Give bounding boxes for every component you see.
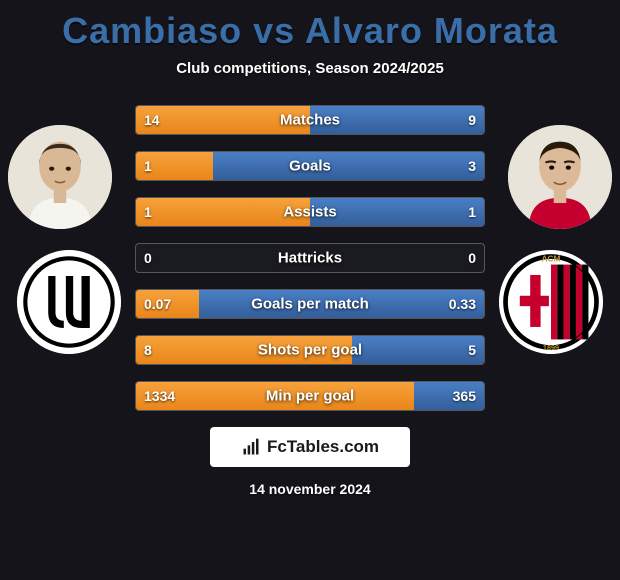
- stat-label: Matches: [136, 112, 484, 129]
- season-subtitle: Club competitions, Season 2024/2025: [0, 60, 620, 77]
- stat-label: Shots per goal: [136, 342, 484, 359]
- club-left-logo: [17, 250, 121, 354]
- stat-row: 0.070.33Goals per match: [135, 289, 485, 319]
- svg-text:ACM: ACM: [542, 253, 561, 263]
- juventus-logo-icon: [17, 250, 121, 354]
- stat-label: Assists: [136, 204, 484, 221]
- bar-chart-icon: [241, 437, 261, 457]
- stat-row: 1334365Min per goal: [135, 381, 485, 411]
- stats-container: 149Matches 13Goals 11Assists 00Hattricks 0.0…: [135, 105, 485, 411]
- snapshot-date: 14 november 2024: [0, 481, 620, 497]
- stat-row: 13Goals: [135, 151, 485, 181]
- stat-label: Hattricks: [136, 250, 484, 267]
- person-icon: [8, 125, 112, 229]
- site-name: FcTables.com: [267, 437, 379, 457]
- site-badge: FcTables.com: [210, 427, 410, 467]
- acmilan-logo-icon: ACM 1899: [499, 250, 603, 354]
- stat-row: 00Hattricks: [135, 243, 485, 273]
- comparison-title: Cambiaso vs Alvaro Morata: [0, 0, 620, 52]
- stat-row: 11Assists: [135, 197, 485, 227]
- player-right-avatar: [508, 125, 612, 229]
- person-icon: [508, 125, 612, 229]
- stat-label: Goals: [136, 158, 484, 175]
- stat-row: 149Matches: [135, 105, 485, 135]
- player-left-avatar: [8, 125, 112, 229]
- svg-text:1899: 1899: [543, 343, 559, 352]
- club-right-logo: ACM 1899: [499, 250, 603, 354]
- stat-row: 85Shots per goal: [135, 335, 485, 365]
- stat-label: Goals per match: [136, 296, 484, 313]
- stat-label: Min per goal: [136, 388, 484, 405]
